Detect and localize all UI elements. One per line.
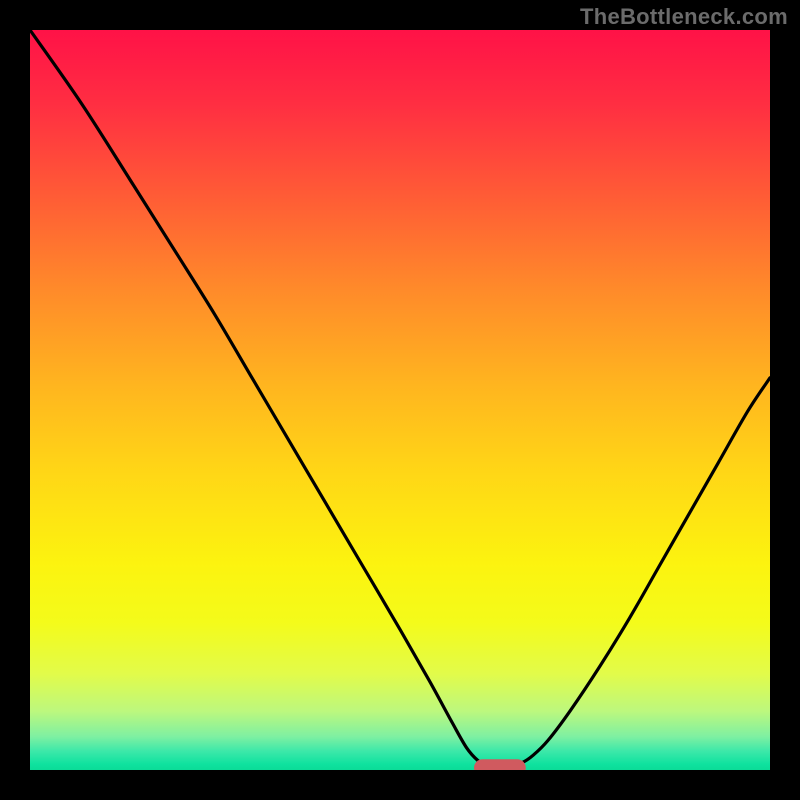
watermark-text: TheBottleneck.com [580, 4, 788, 30]
plot-area [30, 30, 770, 770]
gradient-background [30, 30, 770, 770]
chart-container: TheBottleneck.com [0, 0, 800, 800]
chart-svg [30, 30, 770, 770]
optimal-marker [474, 759, 526, 770]
